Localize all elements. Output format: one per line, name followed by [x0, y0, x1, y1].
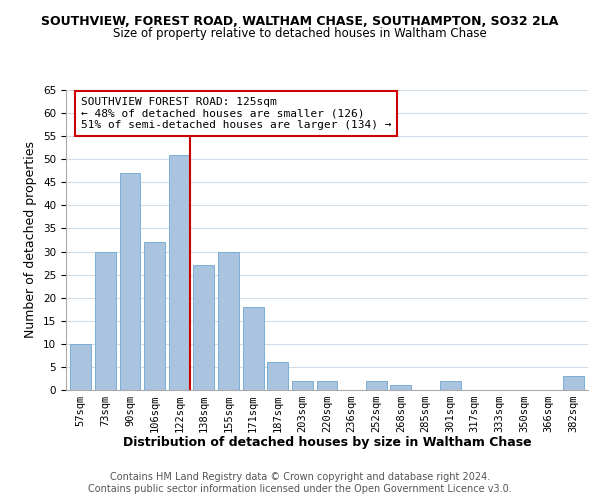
- Bar: [144, 242, 165, 390]
- Text: Distribution of detached houses by size in Waltham Chase: Distribution of detached houses by size …: [122, 436, 532, 449]
- Bar: [563, 376, 584, 390]
- Bar: [292, 381, 313, 390]
- Bar: [440, 381, 461, 390]
- Text: Size of property relative to detached houses in Waltham Chase: Size of property relative to detached ho…: [113, 28, 487, 40]
- Bar: [70, 344, 91, 390]
- Text: Contains public sector information licensed under the Open Government Licence v3: Contains public sector information licen…: [88, 484, 512, 494]
- Bar: [242, 307, 263, 390]
- Bar: [391, 386, 412, 390]
- Bar: [95, 252, 116, 390]
- Bar: [267, 362, 288, 390]
- Text: SOUTHVIEW, FOREST ROAD, WALTHAM CHASE, SOUTHAMPTON, SO32 2LA: SOUTHVIEW, FOREST ROAD, WALTHAM CHASE, S…: [41, 15, 559, 28]
- Text: Contains HM Land Registry data © Crown copyright and database right 2024.: Contains HM Land Registry data © Crown c…: [110, 472, 490, 482]
- Bar: [317, 381, 337, 390]
- Y-axis label: Number of detached properties: Number of detached properties: [25, 142, 37, 338]
- Bar: [169, 154, 190, 390]
- Bar: [119, 173, 140, 390]
- Bar: [193, 266, 214, 390]
- Bar: [218, 252, 239, 390]
- Text: SOUTHVIEW FOREST ROAD: 125sqm
← 48% of detached houses are smaller (126)
51% of : SOUTHVIEW FOREST ROAD: 125sqm ← 48% of d…: [81, 97, 392, 130]
- Bar: [366, 381, 387, 390]
